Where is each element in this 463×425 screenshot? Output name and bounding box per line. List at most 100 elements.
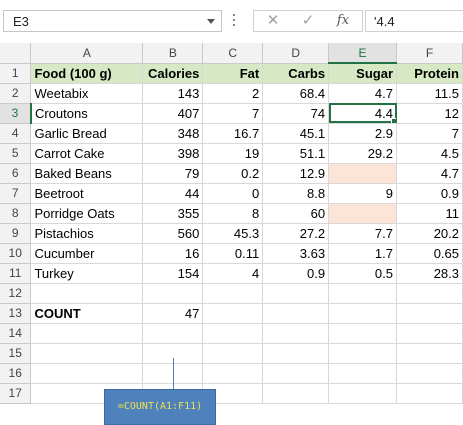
cell-b13[interactable]: 47 — [142, 303, 204, 324]
cell-c12[interactable] — [202, 283, 264, 304]
cell-e1[interactable]: Sugar — [328, 63, 397, 84]
row-header[interactable]: 9 — [0, 223, 32, 244]
row-header[interactable]: 3 — [0, 103, 32, 124]
select-all-corner[interactable] — [0, 43, 32, 64]
cell-d12[interactable] — [262, 283, 330, 304]
cell-e7[interactable]: 9 — [328, 183, 397, 204]
cell-f7[interactable]: 0.9 — [396, 183, 463, 204]
cell-e9[interactable]: 7.7 — [328, 223, 397, 244]
cancel-icon[interactable]: ✕ — [266, 12, 280, 29]
cell-a3[interactable]: Croutons — [30, 103, 144, 124]
formula-input[interactable]: '4.4 — [365, 10, 463, 32]
cell-c15[interactable] — [202, 343, 264, 364]
fill-handle[interactable] — [391, 117, 396, 122]
cell-a10[interactable]: Cucumber — [30, 243, 144, 264]
cell-a9[interactable]: Pistachios — [30, 223, 144, 244]
cell-c14[interactable] — [202, 323, 264, 344]
cell-c5[interactable]: 19 — [202, 143, 264, 164]
cell-d10[interactable]: 3.63 — [262, 243, 330, 264]
cell-a13[interactable]: COUNT — [30, 303, 144, 324]
cell-a15[interactable] — [30, 343, 144, 364]
cell-b4[interactable]: 348 — [142, 123, 204, 144]
row-header[interactable]: 10 — [0, 243, 32, 264]
cell-b10[interactable]: 16 — [142, 243, 204, 264]
cell-e6[interactable] — [328, 163, 397, 184]
row-header[interactable]: 1 — [0, 63, 32, 84]
column-header-f[interactable]: F — [396, 43, 463, 64]
cell-d16[interactable] — [262, 363, 330, 384]
cell-f5[interactable]: 4.5 — [396, 143, 463, 164]
cell-d14[interactable] — [262, 323, 330, 344]
cell-c10[interactable]: 0.11 — [202, 243, 264, 264]
cell-c8[interactable]: 8 — [202, 203, 264, 224]
cell-a8[interactable]: Porridge Oats — [30, 203, 144, 224]
cell-b5[interactable]: 398 — [142, 143, 204, 164]
row-header[interactable]: 7 — [0, 183, 32, 204]
row-header[interactable]: 4 — [0, 123, 32, 144]
cell-f9[interactable]: 20.2 — [396, 223, 463, 244]
row-header[interactable]: 13 — [0, 303, 32, 324]
cell-b15[interactable] — [142, 343, 204, 364]
cell-c4[interactable]: 16.7 — [202, 123, 264, 144]
cell-a11[interactable]: Turkey — [30, 263, 144, 284]
row-header[interactable]: 8 — [0, 203, 32, 224]
cell-f12[interactable] — [396, 283, 463, 304]
column-header-a[interactable]: A — [30, 43, 144, 64]
cell-e16[interactable] — [328, 363, 397, 384]
cell-d15[interactable] — [262, 343, 330, 364]
enter-icon[interactable]: ✓ — [301, 12, 315, 29]
cell-d3[interactable]: 74 — [262, 103, 330, 124]
chevron-down-icon[interactable] — [207, 19, 215, 24]
cell-d6[interactable]: 12.9 — [262, 163, 330, 184]
cell-c6[interactable]: 0.2 — [202, 163, 264, 184]
row-header[interactable]: 17 — [0, 383, 32, 404]
row-header[interactable]: 15 — [0, 343, 32, 364]
cell-c11[interactable]: 4 — [202, 263, 264, 284]
cell-e5[interactable]: 29.2 — [328, 143, 397, 164]
cell-b11[interactable]: 154 — [142, 263, 204, 284]
cell-c1[interactable]: Fat — [202, 63, 264, 84]
cell-f14[interactable] — [396, 323, 463, 344]
cell-d9[interactable]: 27.2 — [262, 223, 330, 244]
cell-c16[interactable] — [202, 363, 264, 384]
cell-c7[interactable]: 0 — [202, 183, 264, 204]
cell-f4[interactable]: 7 — [396, 123, 463, 144]
column-header-e[interactable]: E — [328, 43, 397, 64]
cell-b7[interactable]: 44 — [142, 183, 204, 204]
row-header[interactable]: 14 — [0, 323, 32, 344]
cell-d8[interactable]: 60 — [262, 203, 330, 224]
cell-f8[interactable]: 11 — [396, 203, 463, 224]
cell-a6[interactable]: Baked Beans — [30, 163, 144, 184]
cell-a2[interactable]: Weetabix — [30, 83, 144, 104]
cell-a14[interactable] — [30, 323, 144, 344]
cell-f11[interactable]: 28.3 — [396, 263, 463, 284]
cell-c2[interactable]: 2 — [202, 83, 264, 104]
cell-d1[interactable]: Carbs — [262, 63, 330, 84]
column-header-b[interactable]: B — [142, 43, 204, 64]
row-header[interactable]: 6 — [0, 163, 32, 184]
cell-b8[interactable]: 355 — [142, 203, 204, 224]
cell-d17[interactable] — [262, 383, 330, 404]
cell-d2[interactable]: 68.4 — [262, 83, 330, 104]
cell-d5[interactable]: 51.1 — [262, 143, 330, 164]
cell-a12[interactable] — [30, 283, 144, 304]
cell-c3[interactable]: 7 — [202, 103, 264, 124]
cell-a4[interactable]: Garlic Bread — [30, 123, 144, 144]
cell-f15[interactable] — [396, 343, 463, 364]
name-box[interactable]: E3 — [3, 10, 222, 32]
cell-e8[interactable] — [328, 203, 397, 224]
resize-handle-icon[interactable] — [232, 12, 236, 30]
cell-e2[interactable]: 4.7 — [328, 83, 397, 104]
cell-e14[interactable] — [328, 323, 397, 344]
insert-function-icon[interactable]: fx — [336, 13, 350, 28]
cell-e10[interactable]: 1.7 — [328, 243, 397, 264]
cell-f17[interactable] — [396, 383, 463, 404]
row-header[interactable]: 11 — [0, 263, 32, 284]
cell-e11[interactable]: 0.5 — [328, 263, 397, 284]
cell-b3[interactable]: 407 — [142, 103, 204, 124]
cell-c13[interactable] — [202, 303, 264, 324]
cell-f16[interactable] — [396, 363, 463, 384]
cell-e4[interactable]: 2.9 — [328, 123, 397, 144]
row-header[interactable]: 5 — [0, 143, 32, 164]
cell-e3[interactable]: 4.4 — [328, 103, 397, 124]
